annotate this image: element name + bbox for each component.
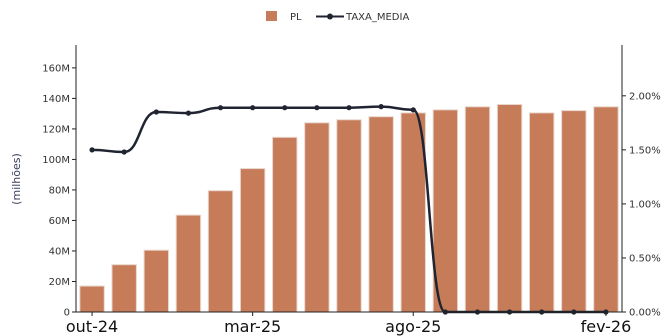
- bar-nov-25: [496, 104, 523, 313]
- x-tick-label: fev-26: [581, 317, 632, 336]
- legend-label-taxa-media: TAXA_MEDIA: [345, 12, 409, 23]
- point-taxa-media-jun-25: [346, 105, 352, 111]
- y-right-tick-label: 2.00%: [629, 91, 661, 102]
- point-taxa-media-jan-25: [185, 110, 192, 116]
- y-right-tick-label: 0.00%: [629, 308, 661, 319]
- legend: PL TAXA_MEDIA: [266, 11, 409, 23]
- bars-layer: [79, 104, 619, 313]
- y-axis-label: (milhões): [10, 153, 23, 205]
- point-taxa-media-mar-25: [250, 105, 256, 111]
- x-tick-label: ago-25: [385, 317, 441, 336]
- point-taxa-media-nov-24: [121, 149, 127, 155]
- y-left-tick-label: 40M: [49, 246, 70, 257]
- bar-jan-25: [175, 214, 202, 313]
- y-left-tick-label: 140M: [42, 94, 70, 105]
- y-left-tick-label: 0: [64, 308, 70, 319]
- bar-jan-26: [561, 110, 587, 313]
- y-left-tick-label: 120M: [42, 124, 70, 135]
- bar-nov-24: [111, 264, 137, 313]
- bar-jun-25: [336, 119, 362, 313]
- bar-fev-25: [207, 190, 234, 313]
- bar-mar-25: [239, 168, 266, 313]
- point-taxa-media-jul-25: [378, 104, 384, 110]
- y-left-tick-label: 80M: [49, 185, 70, 196]
- bar-mai-25: [304, 122, 330, 313]
- legend-label-pl: PL: [290, 12, 302, 23]
- y-right-tick-label: 1.00%: [629, 199, 661, 210]
- axes-layer: 0 20M 40M 60M 80M 100M 120M 140M 160M 0.00% 0.50% 1…: [42, 45, 661, 336]
- bar-dez-25: [529, 112, 555, 313]
- bar-out-25: [464, 106, 491, 313]
- y-left-tick-label: 160M: [42, 63, 70, 74]
- point-taxa-media-dez-24: [153, 109, 159, 115]
- point-taxa-media-out-24: [89, 147, 95, 153]
- y-right-tick-label: 0.50%: [629, 253, 661, 264]
- bar-dez-24: [143, 249, 169, 313]
- legend-swatch-pl: [266, 11, 277, 21]
- x-tick-label: out-24: [66, 317, 118, 336]
- y-left-tick-label: 100M: [42, 155, 70, 166]
- bar-fev-26: [593, 106, 619, 313]
- point-taxa-media-mai-25: [314, 105, 320, 111]
- point-taxa-media-ago-25: [410, 107, 416, 113]
- y-right-tick-label: 1.50%: [629, 145, 661, 156]
- y-left-tick-label: 20M: [49, 277, 70, 288]
- bar-set-25: [432, 109, 459, 313]
- legend-marker-taxa-media: [327, 13, 333, 20]
- x-tick-label: mar-25: [224, 317, 281, 336]
- bar-abr-25: [272, 136, 298, 313]
- bar-out-24: [79, 285, 105, 313]
- point-taxa-media-fev-25: [217, 105, 224, 111]
- point-taxa-media-abr-25: [282, 105, 288, 111]
- y-left-tick-label: 60M: [49, 216, 70, 227]
- bar-jul-25: [368, 116, 394, 313]
